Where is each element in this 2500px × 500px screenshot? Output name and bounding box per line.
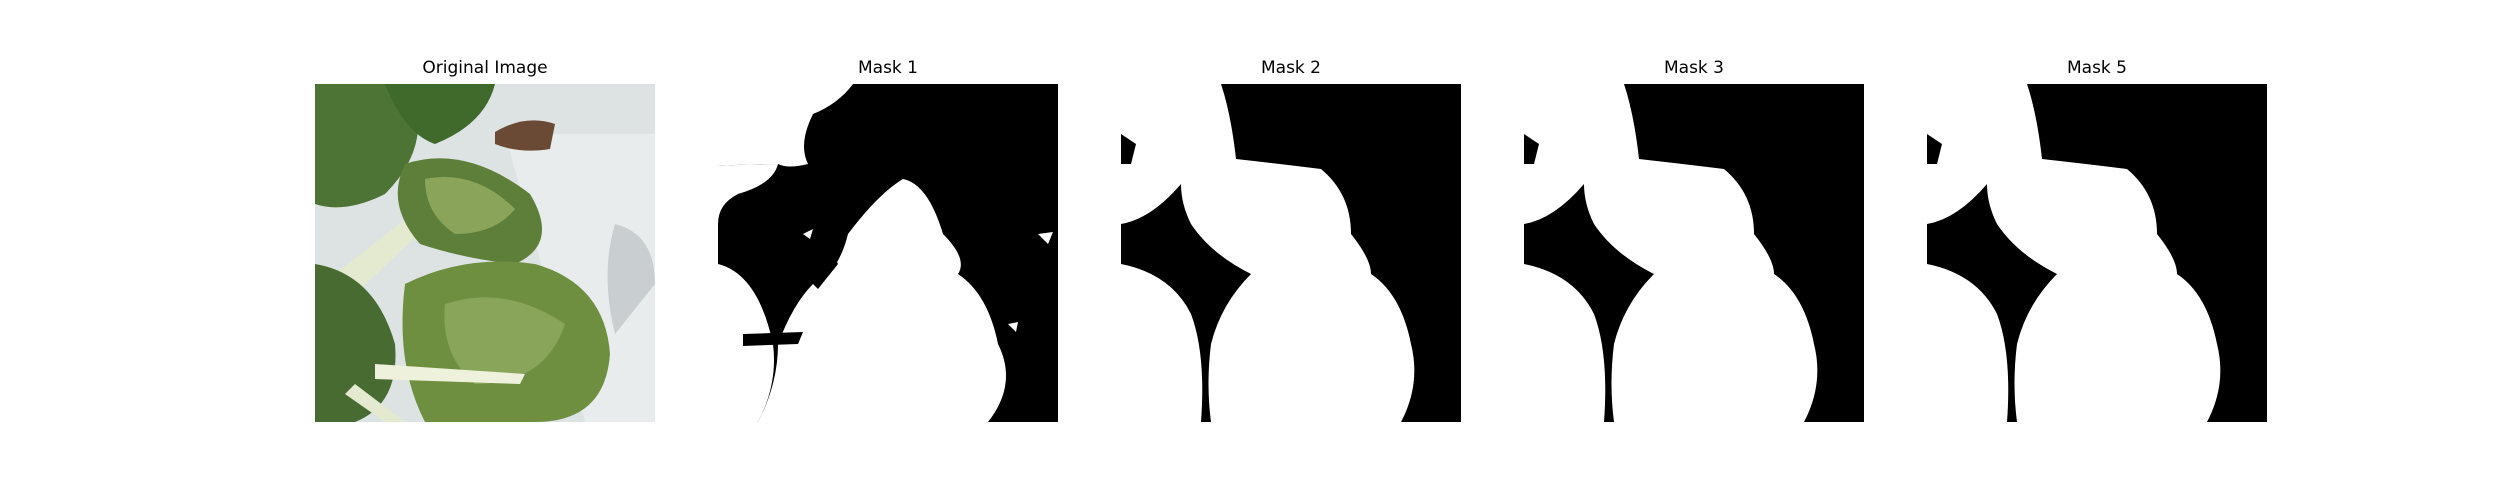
original-image <box>315 84 655 422</box>
mask-1-image <box>718 84 1058 422</box>
panel-title: Mask 1 <box>857 58 918 78</box>
panel-title: Mask 5 <box>2066 58 2127 78</box>
mask-5-image <box>1927 84 2267 422</box>
mask-2-image <box>1121 84 1461 422</box>
panel-title: Original Image <box>422 58 548 78</box>
mask-3-image <box>1524 84 1864 422</box>
panel-title: Mask 3 <box>1663 58 1724 78</box>
panel-title: Mask 2 <box>1260 58 1321 78</box>
